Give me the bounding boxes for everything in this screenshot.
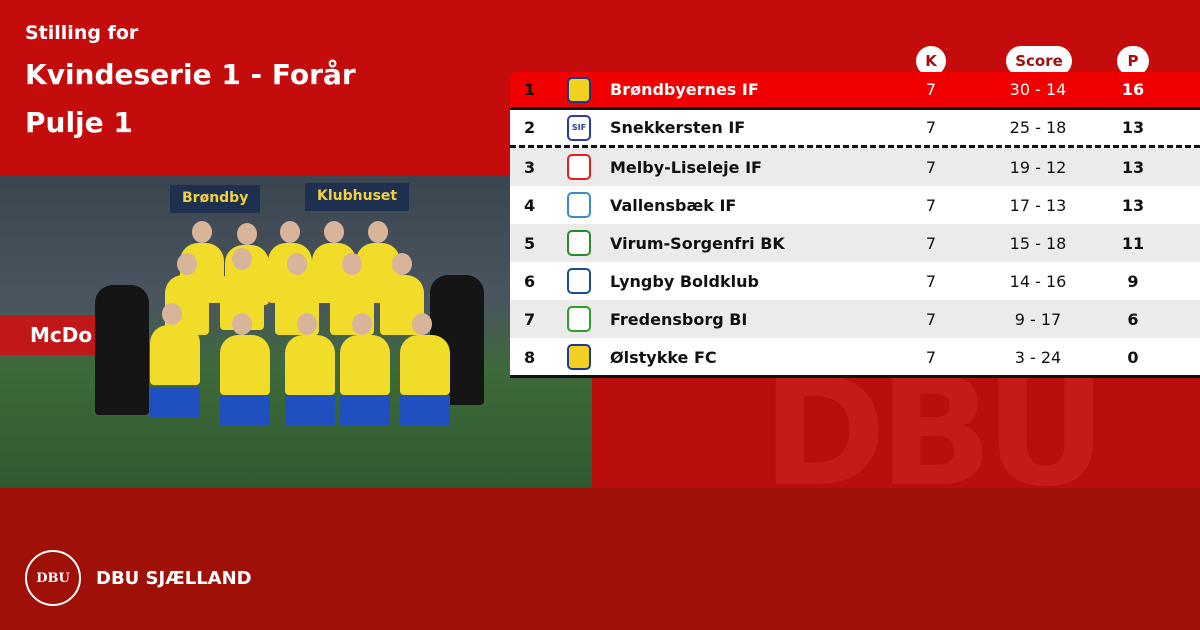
column-header-played: K (916, 46, 946, 76)
played: 7 (925, 157, 937, 177)
team-photo: Brøndby Klubhuset McDo (0, 175, 592, 488)
played: 7 (925, 195, 937, 215)
score: 15 - 18 (1009, 233, 1067, 253)
team-name: Fredensborg BI (610, 309, 748, 329)
team-name: Snekkersten IF (610, 118, 746, 137)
standings-table: 1 Brøndbyernes IF 7 30 - 14 16 2 SIF Snek… (510, 72, 1200, 378)
played: 7 (925, 271, 937, 291)
sign-brondby: Brøndby (170, 185, 261, 213)
played: 7 (925, 233, 937, 253)
score: 19 - 12 (1009, 157, 1067, 177)
rank: 7 (524, 309, 536, 329)
rank: 2 (524, 118, 536, 137)
mli-crest-icon (567, 154, 591, 180)
olstykke-crest-icon (567, 344, 591, 370)
points: 6 (1127, 309, 1139, 329)
played: 7 (925, 118, 937, 137)
played: 7 (925, 347, 937, 367)
vallensbaek-crest-icon (567, 192, 591, 218)
points: 13 (1121, 195, 1145, 215)
team-name: Vallensbæk IF (610, 195, 737, 215)
team-name: Brøndbyernes IF (610, 80, 759, 99)
footer (0, 488, 1200, 630)
score: 3 - 24 (1014, 347, 1062, 367)
lyngby-crest-icon (567, 268, 591, 294)
vsb-crest-icon (567, 230, 591, 256)
table-row: 3 Melby-Liseleje IF 7 19 - 12 13 (510, 148, 1200, 186)
dbu-logo: DBU (25, 550, 81, 606)
rank: 1 (524, 80, 536, 99)
score: 17 - 13 (1009, 195, 1067, 215)
played: 7 (925, 309, 937, 329)
pool-title: Pulje 1 (25, 106, 133, 139)
table-row: 5 Virum-Sorgenfri BK 7 15 - 18 11 (510, 224, 1200, 262)
dbu-watermark: DBU (592, 376, 1200, 488)
column-header-score: Score (1006, 46, 1072, 76)
rank: 4 (524, 195, 536, 215)
rank: 6 (524, 271, 536, 291)
points: 11 (1121, 233, 1145, 253)
brand-name: DBU SJÆLLAND (96, 568, 252, 589)
score: 9 - 17 (1014, 309, 1062, 329)
column-header-points: P (1117, 46, 1149, 76)
team-name: Melby-Liseleje IF (610, 157, 762, 177)
fredensborg-crest-icon (567, 306, 591, 332)
points: 16 (1121, 80, 1145, 99)
team-name: Ølstykke FC (610, 347, 717, 367)
brondby-crest-icon (567, 76, 591, 103)
points: 9 (1127, 271, 1139, 291)
table-row: 1 Brøndbyernes IF 7 30 - 14 16 (510, 72, 1200, 110)
team-name: Lyngby Boldklub (610, 271, 759, 291)
points: 13 (1121, 157, 1145, 177)
rank: 3 (524, 157, 536, 177)
rank: 5 (524, 233, 536, 253)
score: 25 - 18 (1009, 118, 1067, 137)
table-row: 2 SIF Snekkersten IF 7 25 - 18 13 (510, 110, 1200, 148)
page-title: Kvindeserie 1 - Forår (25, 58, 356, 91)
score: 30 - 14 (1009, 80, 1067, 99)
table-row: 7 Fredensborg BI 7 9 - 17 6 (510, 300, 1200, 338)
sign-klubhuset: Klubhuset (305, 183, 410, 211)
table-row: 4 Vallensbæk IF 7 17 - 13 13 (510, 186, 1200, 224)
points: 13 (1121, 118, 1145, 137)
table-row: 6 Lyngby Boldklub 7 14 - 16 9 (510, 262, 1200, 300)
played: 7 (925, 80, 937, 99)
logo-text: SIF (571, 123, 587, 132)
team-name: Virum-Sorgenfri BK (610, 233, 785, 253)
rank: 8 (524, 347, 536, 367)
subtitle: Stilling for (25, 22, 139, 44)
table-row: 8 Ølstykke FC 7 3 - 24 0 (510, 338, 1200, 375)
sif-crest-icon: SIF (567, 114, 591, 141)
points: 0 (1127, 347, 1139, 367)
coach-left (95, 285, 149, 415)
score: 14 - 16 (1009, 271, 1067, 291)
